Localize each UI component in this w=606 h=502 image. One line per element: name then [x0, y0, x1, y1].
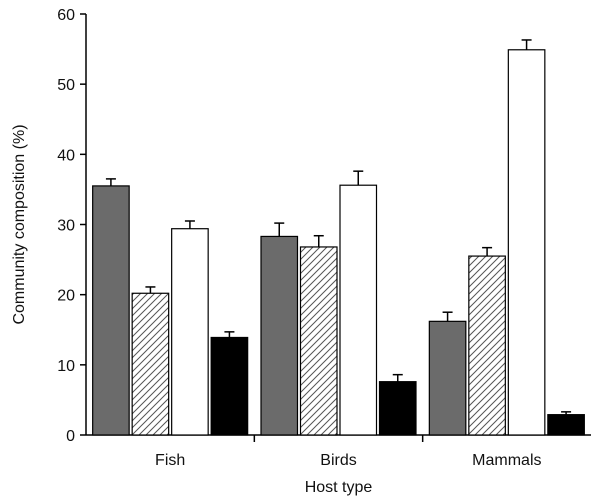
bar [547, 414, 585, 436]
x-tick-label: Fish [155, 452, 185, 469]
bar [468, 255, 506, 436]
x-tick-label: Mammals [472, 452, 541, 469]
y-tick-label: 0 [66, 428, 75, 445]
bar [210, 336, 249, 436]
labels: 0 10 20 30 40 50 60 Fish Birds Mammals [57, 7, 541, 469]
bar [299, 246, 338, 436]
y-tick-label: 60 [57, 7, 75, 24]
y-tick-label: 40 [57, 147, 75, 164]
y-axis-title: Community composition (%) [11, 124, 28, 324]
bar [131, 292, 170, 436]
y-tick-label: 30 [57, 218, 75, 235]
bar [378, 381, 417, 436]
y-tick-label: 20 [57, 288, 75, 305]
bar [428, 320, 467, 436]
bar [339, 184, 378, 436]
bar [260, 235, 299, 436]
bars [92, 39, 585, 436]
bar [92, 185, 130, 436]
bar [171, 228, 209, 436]
x-axis-title: Host type [305, 479, 373, 496]
bar [507, 49, 546, 436]
y-tick-label: 10 [57, 358, 75, 375]
x-tick-label: Birds [320, 452, 356, 469]
axes [80, 13, 591, 442]
y-tick-label: 50 [57, 77, 75, 94]
